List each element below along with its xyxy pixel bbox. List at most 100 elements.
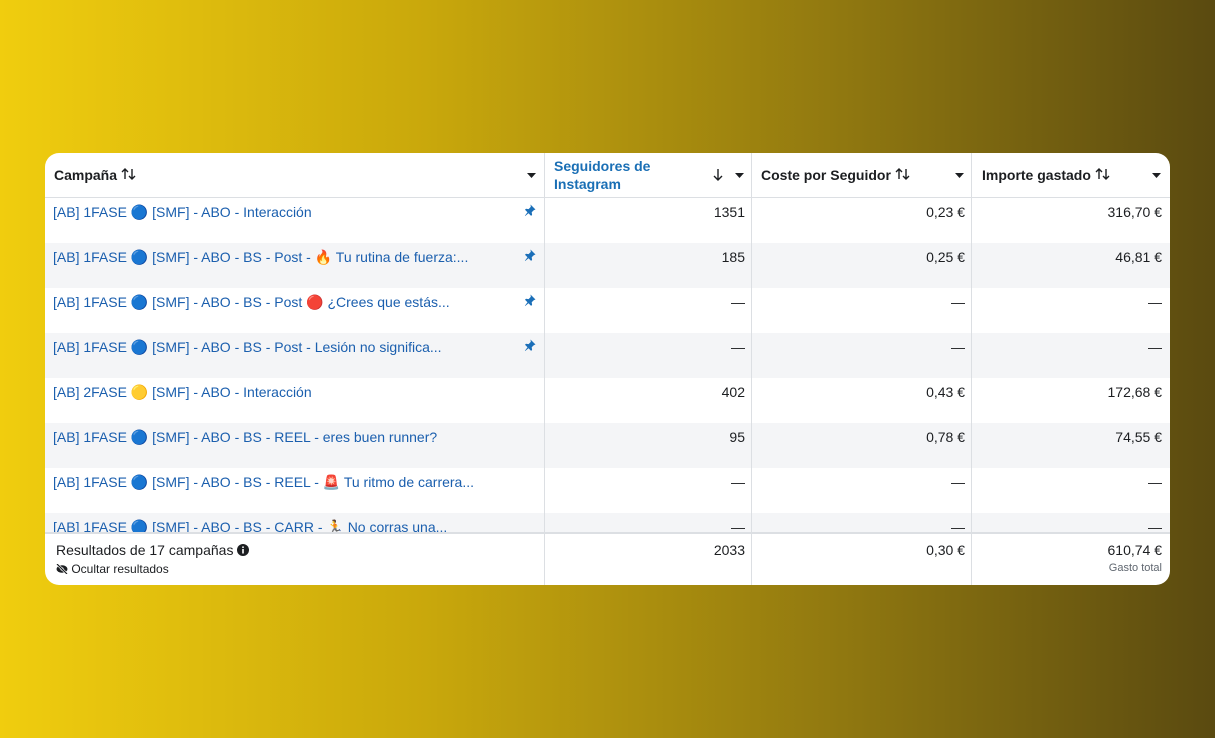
header-text: Seguidores de Instagram (554, 158, 651, 192)
table-footer: Resultados de 17 campañas Ocultar result… (45, 532, 1170, 585)
header-label: Campaña (54, 167, 137, 183)
col-sep (544, 288, 545, 333)
campaign-name[interactable]: [AB] 1FASE 🔵 [SMF] - ABO - BS - Post 🔴 ¿… (53, 294, 450, 310)
pin-icon[interactable] (524, 293, 536, 311)
table-body: [AB] 1FASE 🔵 [SMF] - ABO - Interacción 13… (45, 198, 1170, 532)
header-campaign[interactable]: Campaña (45, 153, 544, 198)
header-label: Coste por Seguidor (761, 167, 911, 183)
col-sep (751, 534, 752, 585)
header-spent[interactable]: Importe gastado (971, 153, 1170, 198)
cell-value: 46,81 € (1115, 249, 1162, 265)
campaign-name[interactable]: [AB] 2FASE 🟡 [SMF] - ABO - Interacción (53, 384, 312, 400)
dropdown[interactable] (955, 173, 965, 179)
col-sep (544, 333, 545, 378)
total-spent: 610,74 € (1107, 542, 1163, 558)
col-sep (971, 513, 972, 532)
table-row[interactable]: [AB] 1FASE 🔵 [SMF] - ABO - BS - CARR - 🏃… (45, 513, 1170, 532)
cell-value: — (951, 294, 965, 310)
table-row[interactable]: [AB] 1FASE 🔵 [SMF] - ABO - BS - Post 🔴 ¿… (45, 288, 1170, 333)
cell-value: — (731, 294, 745, 310)
cell-value: 0,78 € (926, 429, 965, 445)
campaign-name[interactable]: [AB] 1FASE 🔵 [SMF] - ABO - BS - CARR - 🏃… (53, 519, 448, 532)
cell-value: — (1148, 339, 1162, 355)
cell-value: — (731, 519, 745, 532)
col-sep (544, 378, 545, 423)
col-sep (971, 534, 972, 585)
header-text: Coste por Seguidor (761, 167, 891, 183)
dropdown[interactable] (527, 173, 537, 179)
col-sep (971, 423, 972, 468)
cell-value: 0,23 € (926, 204, 965, 220)
cell-value: — (951, 474, 965, 490)
cell-value: — (731, 474, 745, 490)
header-text: Importe gastado (982, 167, 1091, 183)
table-row[interactable]: [AB] 1FASE 🔵 [SMF] - ABO - BS - REEL - e… (45, 423, 1170, 468)
cell-value: 0,43 € (926, 384, 965, 400)
cell-value: 0,25 € (926, 249, 965, 265)
sort-icon[interactable] (895, 167, 911, 181)
header-cost[interactable]: Coste por Seguidor (751, 153, 971, 198)
cell-value: — (1148, 519, 1162, 532)
campaign-name[interactable]: [AB] 1FASE 🔵 [SMF] - ABO - BS - Post - L… (53, 339, 442, 355)
cell-value: 95 (729, 429, 745, 445)
cell-value: — (1148, 294, 1162, 310)
cell-value: — (1148, 474, 1162, 490)
cell-value: 172,68 € (1107, 384, 1163, 400)
col-sep (544, 198, 545, 243)
col-sep (971, 468, 972, 513)
col-sep (971, 378, 972, 423)
hide-text: Ocultar resultados (71, 562, 169, 576)
info-icon[interactable] (237, 544, 250, 556)
cell-value: 402 (721, 384, 745, 400)
dropdown[interactable] (735, 173, 745, 179)
hide-results[interactable]: Ocultar resultados (56, 562, 169, 576)
col-sep (971, 288, 972, 333)
sort-desc-icon[interactable] (712, 168, 724, 182)
cell-value: — (951, 339, 965, 355)
campaign-name[interactable]: [AB] 1FASE 🔵 [SMF] - ABO - BS - Post - 🔥… (53, 249, 469, 265)
campaign-name[interactable]: [AB] 1FASE 🔵 [SMF] - ABO - BS - REEL - 🚨… (53, 474, 475, 490)
col-sep (751, 378, 752, 423)
col-sep (544, 423, 545, 468)
total-followers: 2033 (713, 542, 745, 558)
col-sep (971, 198, 972, 243)
cell-value: — (731, 339, 745, 355)
pin-icon[interactable] (524, 203, 536, 221)
col-sep (751, 288, 752, 333)
summary: Resultados de 17 campañas (56, 542, 250, 558)
summary-text: Resultados de 17 campañas (56, 542, 234, 558)
table-row[interactable]: [AB] 2FASE 🟡 [SMF] - ABO - Interacción 40… (45, 378, 1170, 423)
sort-icon[interactable] (1095, 167, 1111, 181)
col-sep (544, 468, 545, 513)
header-label: Importe gastado (982, 167, 1111, 183)
pin-icon[interactable] (524, 338, 536, 356)
col-sep (971, 333, 972, 378)
col-sep (751, 333, 752, 378)
table-row[interactable]: [AB] 1FASE 🔵 [SMF] - ABO - BS - REEL - 🚨… (45, 468, 1170, 513)
cell-value: 1351 (713, 204, 745, 220)
col-sep (751, 198, 752, 243)
col-sep (751, 243, 752, 288)
total-note: Gasto total (1108, 562, 1162, 574)
campaign-name[interactable]: [AB] 1FASE 🔵 [SMF] - ABO - Interacción (53, 204, 312, 220)
col-sep (751, 513, 752, 532)
sort-icon[interactable] (121, 167, 137, 181)
table-card: Campaña Seguidores de Instagram Coste po… (45, 153, 1170, 585)
table-row[interactable]: [AB] 1FASE 🔵 [SMF] - ABO - Interacción 13… (45, 198, 1170, 243)
header-text: Campaña (54, 167, 118, 183)
col-sep (544, 513, 545, 532)
cell-value: 316,70 € (1107, 204, 1163, 220)
pin-icon[interactable] (524, 248, 536, 266)
table-row[interactable]: [AB] 1FASE 🔵 [SMF] - ABO - BS - Post - L… (45, 333, 1170, 378)
cell-value: 185 (721, 249, 745, 265)
header-followers[interactable]: Seguidores de Instagram (544, 153, 751, 198)
col-sep (971, 243, 972, 288)
col-sep (544, 534, 545, 585)
total-cost: 0,30 € (926, 542, 965, 558)
col-sep (751, 423, 752, 468)
col-sep (751, 468, 752, 513)
table-row[interactable]: [AB] 1FASE 🔵 [SMF] - ABO - BS - Post - 🔥… (45, 243, 1170, 288)
campaign-name[interactable]: [AB] 1FASE 🔵 [SMF] - ABO - BS - REEL - e… (53, 429, 438, 445)
dropdown[interactable] (1152, 173, 1162, 179)
